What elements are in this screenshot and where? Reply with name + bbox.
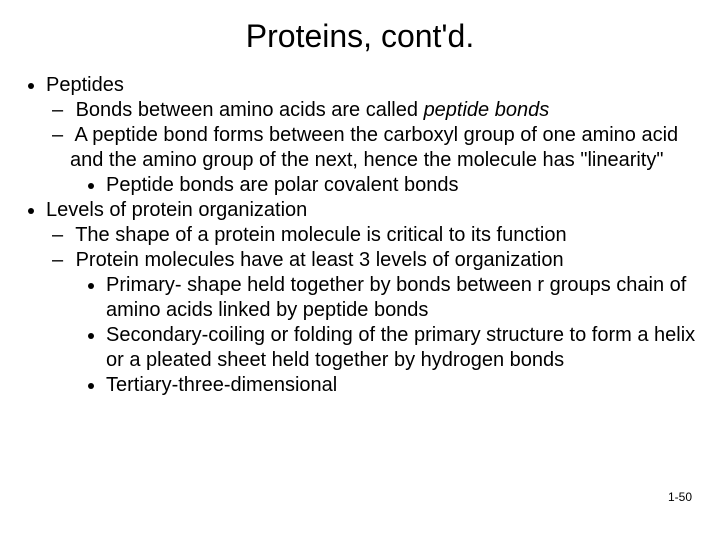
sub-list: The shape of a protein molecule is criti… bbox=[46, 223, 700, 398]
sub-shape: The shape of a protein molecule is criti… bbox=[70, 223, 700, 248]
sub2-primary: Primary- shape held together by bonds be… bbox=[106, 273, 700, 323]
sub2-tertiary: Tertiary-three-dimensional bbox=[106, 373, 700, 398]
bullet-text: Peptides bbox=[46, 74, 124, 96]
slide: Proteins, cont'd. Peptides Bonds between… bbox=[0, 0, 720, 540]
text: A peptide bond forms between the carboxy… bbox=[70, 124, 678, 171]
sub-list: Bonds between amino acids are called pep… bbox=[46, 98, 700, 198]
sub2-list: Peptide bonds are polar covalent bonds bbox=[70, 173, 700, 198]
text: Primary- shape held together by bonds be… bbox=[106, 274, 686, 321]
sub2-polar: Peptide bonds are polar covalent bonds bbox=[106, 173, 700, 198]
text: Protein molecules have at least 3 levels… bbox=[76, 249, 564, 271]
text: The shape of a protein molecule is criti… bbox=[75, 224, 566, 246]
text-italic: peptide bonds bbox=[424, 99, 550, 121]
sub2-secondary: Secondary-coiling or folding of the prim… bbox=[106, 323, 700, 373]
text: Bonds between amino acids are called bbox=[76, 99, 424, 121]
slide-title: Proteins, cont'd. bbox=[20, 18, 700, 55]
page-number: 1-50 bbox=[668, 490, 692, 504]
sub2-list: Primary- shape held together by bonds be… bbox=[70, 273, 700, 398]
bullet-text: Levels of protein organization bbox=[46, 199, 307, 221]
text: Secondary-coiling or folding of the prim… bbox=[106, 324, 695, 371]
sub-forms: A peptide bond forms between the carboxy… bbox=[70, 123, 700, 198]
bullet-peptides: Peptides Bonds between amino acids are c… bbox=[46, 73, 700, 198]
bullet-levels: Levels of protein organization The shape… bbox=[46, 198, 700, 398]
sub-atleast: Protein molecules have at least 3 levels… bbox=[70, 248, 700, 398]
text: Peptide bonds are polar covalent bonds bbox=[106, 174, 458, 196]
text: Tertiary-three-dimensional bbox=[106, 374, 337, 396]
sub-bonds: Bonds between amino acids are called pep… bbox=[70, 98, 700, 123]
bullet-list: Peptides Bonds between amino acids are c… bbox=[20, 73, 700, 398]
